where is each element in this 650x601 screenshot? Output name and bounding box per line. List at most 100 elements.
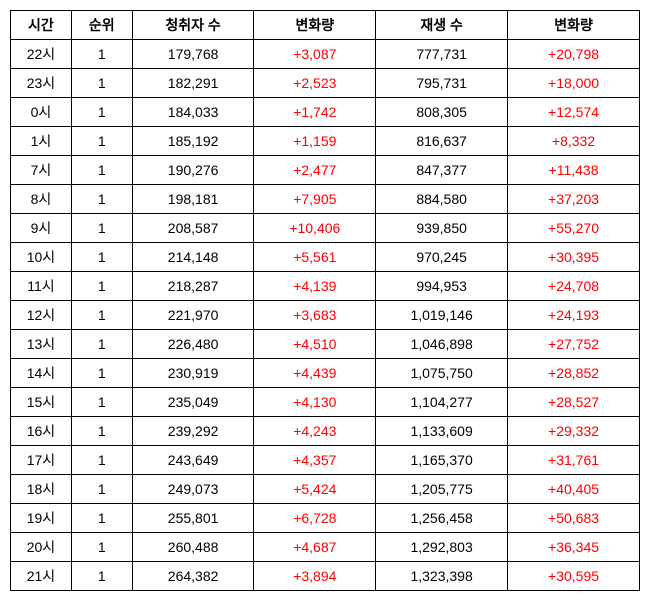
cell-rank: 1 bbox=[71, 504, 132, 533]
cell-plays: 1,205,775 bbox=[376, 475, 508, 504]
cell-rank: 1 bbox=[71, 533, 132, 562]
header-change1: 변화량 bbox=[254, 11, 376, 40]
table-row: 12시1221,970+3,6831,019,146+24,193 bbox=[11, 301, 640, 330]
cell-change2: +30,595 bbox=[508, 562, 640, 591]
cell-change1: +5,424 bbox=[254, 475, 376, 504]
cell-change1: +3,683 bbox=[254, 301, 376, 330]
cell-time: 13시 bbox=[11, 330, 72, 359]
cell-change2: +24,708 bbox=[508, 272, 640, 301]
cell-time: 1시 bbox=[11, 127, 72, 156]
cell-rank: 1 bbox=[71, 214, 132, 243]
cell-rank: 1 bbox=[71, 127, 132, 156]
header-listeners: 청취자 수 bbox=[132, 11, 254, 40]
table-body: 22시1179,768+3,087777,731+20,79823시1182,2… bbox=[11, 40, 640, 591]
cell-time: 16시 bbox=[11, 417, 72, 446]
cell-change2: +36,345 bbox=[508, 533, 640, 562]
cell-change2: +8,332 bbox=[508, 127, 640, 156]
cell-change1: +2,477 bbox=[254, 156, 376, 185]
cell-change1: +10,406 bbox=[254, 214, 376, 243]
cell-listeners: 198,181 bbox=[132, 185, 254, 214]
cell-listeners: 235,049 bbox=[132, 388, 254, 417]
table-row: 7시1190,276+2,477847,377+11,438 bbox=[11, 156, 640, 185]
cell-change1: +3,087 bbox=[254, 40, 376, 69]
cell-change2: +20,798 bbox=[508, 40, 640, 69]
table-row: 16시1239,292+4,2431,133,609+29,332 bbox=[11, 417, 640, 446]
cell-rank: 1 bbox=[71, 359, 132, 388]
cell-plays: 777,731 bbox=[376, 40, 508, 69]
table-row: 13시1226,480+4,5101,046,898+27,752 bbox=[11, 330, 640, 359]
cell-change1: +5,561 bbox=[254, 243, 376, 272]
table-row: 19시1255,801+6,7281,256,458+50,683 bbox=[11, 504, 640, 533]
cell-rank: 1 bbox=[71, 272, 132, 301]
cell-plays: 808,305 bbox=[376, 98, 508, 127]
cell-listeners: 249,073 bbox=[132, 475, 254, 504]
cell-change2: +30,395 bbox=[508, 243, 640, 272]
table-row: 9시1208,587+10,406939,850+55,270 bbox=[11, 214, 640, 243]
cell-listeners: 218,287 bbox=[132, 272, 254, 301]
cell-plays: 1,019,146 bbox=[376, 301, 508, 330]
cell-change2: +31,761 bbox=[508, 446, 640, 475]
cell-listeners: 182,291 bbox=[132, 69, 254, 98]
cell-change2: +24,193 bbox=[508, 301, 640, 330]
cell-change1: +6,728 bbox=[254, 504, 376, 533]
cell-plays: 884,580 bbox=[376, 185, 508, 214]
cell-change2: +28,527 bbox=[508, 388, 640, 417]
cell-plays: 1,292,803 bbox=[376, 533, 508, 562]
cell-listeners: 179,768 bbox=[132, 40, 254, 69]
cell-change1: +4,439 bbox=[254, 359, 376, 388]
cell-plays: 816,637 bbox=[376, 127, 508, 156]
cell-plays: 1,133,609 bbox=[376, 417, 508, 446]
table-row: 1시1185,192+1,159816,637+8,332 bbox=[11, 127, 640, 156]
cell-listeners: 255,801 bbox=[132, 504, 254, 533]
cell-change1: +4,510 bbox=[254, 330, 376, 359]
cell-change1: +1,159 bbox=[254, 127, 376, 156]
header-time: 시간 bbox=[11, 11, 72, 40]
header-plays: 재생 수 bbox=[376, 11, 508, 40]
cell-rank: 1 bbox=[71, 388, 132, 417]
cell-plays: 1,046,898 bbox=[376, 330, 508, 359]
cell-plays: 1,323,398 bbox=[376, 562, 508, 591]
cell-listeners: 243,649 bbox=[132, 446, 254, 475]
table-row: 14시1230,919+4,4391,075,750+28,852 bbox=[11, 359, 640, 388]
cell-change2: +18,000 bbox=[508, 69, 640, 98]
cell-rank: 1 bbox=[71, 562, 132, 591]
cell-time: 0시 bbox=[11, 98, 72, 127]
cell-listeners: 208,587 bbox=[132, 214, 254, 243]
cell-time: 23시 bbox=[11, 69, 72, 98]
cell-plays: 795,731 bbox=[376, 69, 508, 98]
table-row: 8시1198,181+7,905884,580+37,203 bbox=[11, 185, 640, 214]
cell-time: 21시 bbox=[11, 562, 72, 591]
cell-listeners: 190,276 bbox=[132, 156, 254, 185]
cell-time: 19시 bbox=[11, 504, 72, 533]
cell-change2: +50,683 bbox=[508, 504, 640, 533]
cell-rank: 1 bbox=[71, 40, 132, 69]
cell-change2: +55,270 bbox=[508, 214, 640, 243]
cell-change1: +2,523 bbox=[254, 69, 376, 98]
cell-change2: +37,203 bbox=[508, 185, 640, 214]
cell-time: 20시 bbox=[11, 533, 72, 562]
stats-table: 시간 순위 청취자 수 변화량 재생 수 변화량 22시1179,768+3,0… bbox=[10, 10, 640, 591]
cell-change1: +1,742 bbox=[254, 98, 376, 127]
header-rank: 순위 bbox=[71, 11, 132, 40]
cell-change1: +7,905 bbox=[254, 185, 376, 214]
cell-listeners: 264,382 bbox=[132, 562, 254, 591]
cell-rank: 1 bbox=[71, 98, 132, 127]
cell-time: 18시 bbox=[11, 475, 72, 504]
cell-time: 8시 bbox=[11, 185, 72, 214]
cell-plays: 1,075,750 bbox=[376, 359, 508, 388]
cell-change1: +4,243 bbox=[254, 417, 376, 446]
table-row: 21시1264,382+3,8941,323,398+30,595 bbox=[11, 562, 640, 591]
cell-plays: 1,256,458 bbox=[376, 504, 508, 533]
cell-listeners: 184,033 bbox=[132, 98, 254, 127]
cell-change2: +11,438 bbox=[508, 156, 640, 185]
cell-plays: 1,104,277 bbox=[376, 388, 508, 417]
cell-listeners: 221,970 bbox=[132, 301, 254, 330]
cell-change1: +4,687 bbox=[254, 533, 376, 562]
table-row: 17시1243,649+4,3571,165,370+31,761 bbox=[11, 446, 640, 475]
header-change2: 변화량 bbox=[508, 11, 640, 40]
cell-plays: 847,377 bbox=[376, 156, 508, 185]
cell-time: 7시 bbox=[11, 156, 72, 185]
cell-change2: +12,574 bbox=[508, 98, 640, 127]
cell-listeners: 226,480 bbox=[132, 330, 254, 359]
cell-change2: +29,332 bbox=[508, 417, 640, 446]
